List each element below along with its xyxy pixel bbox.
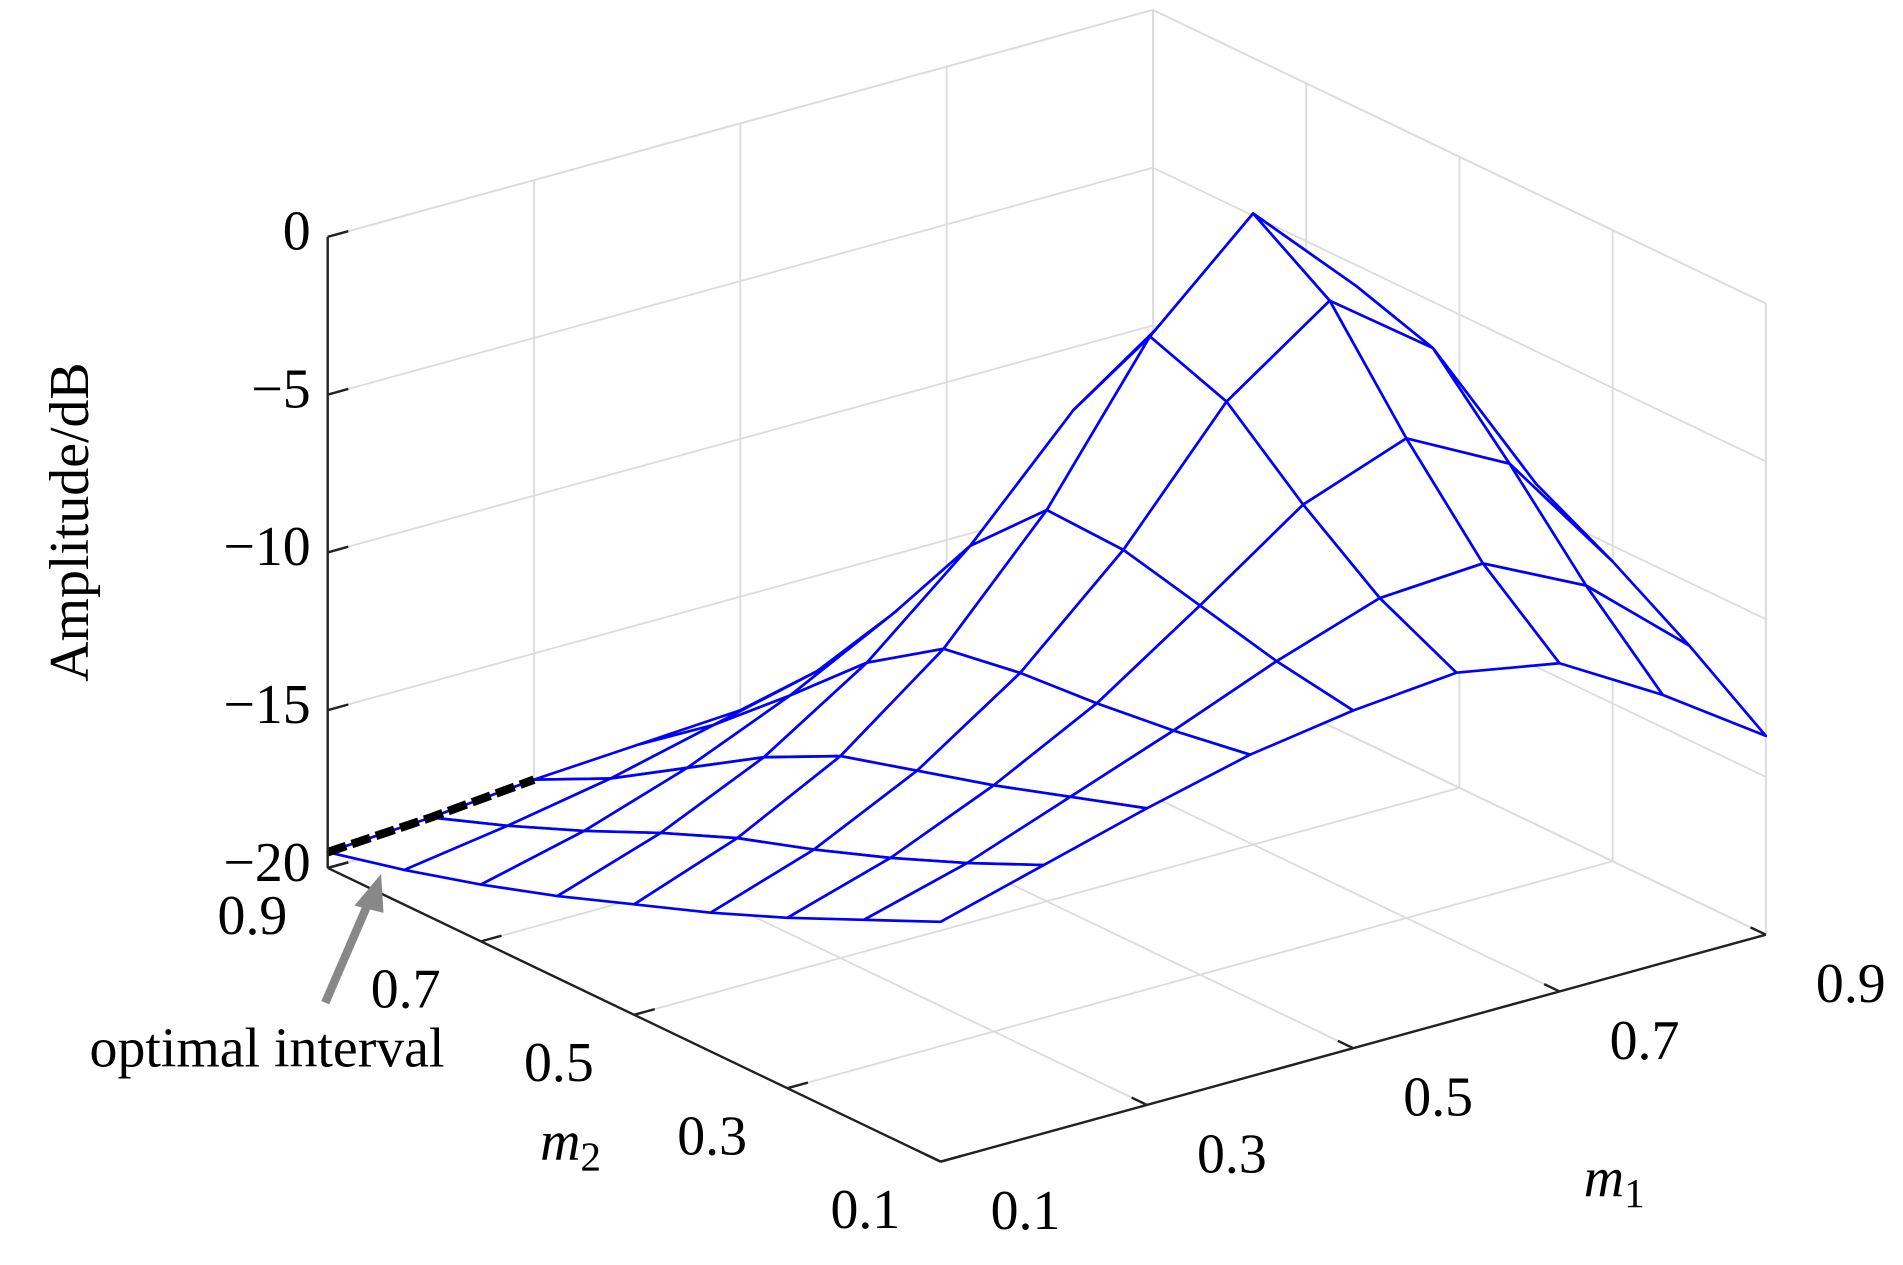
x-tick [924, 1153, 942, 1163]
x-tick [1543, 982, 1561, 993]
z-tick-label: 0 [283, 201, 311, 263]
x-label-base: m [1584, 1147, 1624, 1209]
z-tick-label: −20 [223, 832, 310, 894]
grid-line [633, 786, 1460, 1016]
y-tick [633, 1007, 656, 1016]
x-tick [1750, 926, 1767, 936]
z-tick-label: −5 [251, 358, 310, 420]
grid-line [327, 9, 1154, 238]
z-tick-label: −15 [223, 674, 310, 736]
z-tick-label: −10 [223, 516, 310, 578]
grid-line [787, 860, 1613, 1090]
y-tick-label: 0.1 [830, 1179, 900, 1241]
y-tick [940, 1154, 962, 1163]
arrow-head [354, 874, 384, 913]
grid-line [327, 166, 1154, 396]
x-tick-label: 0.5 [1403, 1067, 1473, 1129]
x-tick [1131, 1096, 1148, 1107]
x-axis-label: m1 [1584, 1147, 1645, 1216]
z-tick [327, 545, 349, 554]
z-tick [327, 230, 349, 239]
annotation-text: optimal interval [90, 1017, 445, 1079]
surface [326, 212, 1768, 924]
y-tick-label: 0.5 [524, 1032, 594, 1094]
axes: 0.10.30.50.70.90.10.30.50.70.9−20−15−10−… [218, 201, 1886, 1242]
arrow-shaft [321, 902, 372, 1005]
y-tick-label: 0.3 [677, 1105, 747, 1167]
optimal-interval [326, 775, 536, 857]
y-tick [480, 934, 502, 943]
y-label-base: m [540, 1111, 580, 1173]
x-tick [1337, 1039, 1354, 1050]
x-tick-label: 0.1 [991, 1180, 1061, 1242]
y-axis-label: m2 [540, 1111, 601, 1180]
grid-line [327, 324, 1154, 554]
y-tick-label: 0.9 [218, 885, 288, 947]
y-label-sub: 2 [580, 1134, 601, 1180]
y-tick-label: 0.7 [371, 959, 441, 1021]
x-label-sub: 1 [1624, 1171, 1645, 1217]
surface-patch [862, 861, 1046, 924]
z-tick [327, 861, 349, 870]
x-tick-label: 0.7 [1610, 1010, 1680, 1072]
y-tick [787, 1081, 809, 1090]
z-tick [327, 703, 349, 712]
z-axis-label: Amplitude/dB [39, 362, 101, 681]
grid-line [1152, 9, 1767, 305]
z-tick [327, 387, 349, 396]
x-tick-label: 0.9 [1816, 953, 1886, 1015]
annotation-arrow [321, 874, 384, 1005]
x-tick-label: 0.3 [1197, 1123, 1267, 1185]
